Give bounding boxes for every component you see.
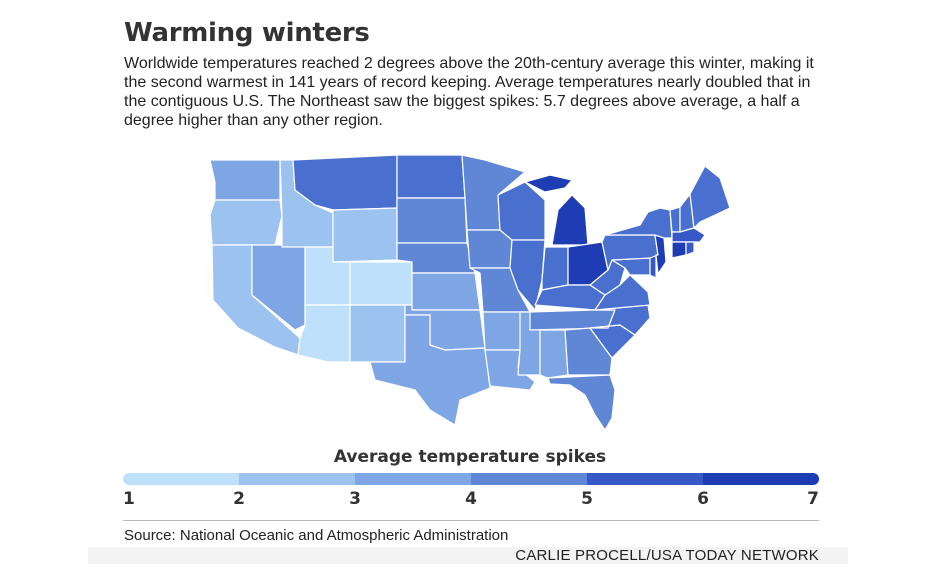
legend-tick-label: 1 bbox=[123, 489, 135, 509]
credit-strip bbox=[88, 547, 848, 564]
legend-swatch bbox=[123, 473, 239, 485]
state-KY bbox=[534, 284, 606, 311]
state-RI bbox=[685, 241, 695, 256]
state-ME bbox=[689, 165, 731, 229]
page-title: Warming winters bbox=[124, 18, 370, 48]
legend-tick-label: 2 bbox=[233, 489, 245, 509]
legend-swatch bbox=[239, 473, 355, 485]
state-ND bbox=[396, 154, 466, 199]
source-note: Source: National Oceanic and Atmospheric… bbox=[124, 527, 509, 544]
state-CO bbox=[349, 261, 413, 306]
legend-title: Average temperature spikes bbox=[333, 447, 607, 467]
divider bbox=[123, 520, 819, 521]
state-DE bbox=[649, 254, 657, 279]
state-GA bbox=[564, 327, 613, 376]
state-AZ bbox=[297, 304, 351, 363]
legend-tick-label: 6 bbox=[697, 489, 709, 509]
state-AL bbox=[539, 329, 569, 379]
state-CT bbox=[671, 241, 687, 259]
legend-color-scale bbox=[123, 473, 819, 485]
state-WI bbox=[497, 181, 546, 241]
credit-line: CARLIE PROCELL/USA TODAY NETWORK bbox=[515, 547, 819, 564]
state-NM bbox=[349, 304, 406, 363]
us-choropleth-map bbox=[209, 154, 731, 431]
legend-swatch bbox=[355, 473, 471, 485]
state-NY bbox=[604, 207, 673, 239]
legend-swatch bbox=[703, 473, 819, 485]
state-TX bbox=[369, 314, 491, 426]
state-KS bbox=[411, 272, 481, 311]
legend-tick-label: 4 bbox=[465, 489, 477, 509]
state-FL bbox=[547, 374, 616, 431]
state-WA bbox=[209, 159, 281, 201]
legend-tick-label: 5 bbox=[581, 489, 593, 509]
legend-tick-label: 3 bbox=[349, 489, 361, 509]
legend-swatch bbox=[471, 473, 587, 485]
state-IA bbox=[466, 229, 513, 269]
state-SD bbox=[396, 197, 468, 244]
legend-tick-label: 7 bbox=[807, 489, 819, 509]
state-IL bbox=[509, 239, 546, 311]
state-MI bbox=[551, 194, 589, 246]
state-WY bbox=[332, 207, 398, 263]
state-MI-upper bbox=[524, 174, 573, 193]
state-IN bbox=[541, 246, 569, 291]
state-OR bbox=[209, 199, 283, 246]
legend-tick-labels: 1 2 3 4 5 6 7 bbox=[123, 489, 819, 511]
state-NC bbox=[589, 304, 651, 336]
state-NJ bbox=[654, 234, 667, 275]
description-text: Worldwide temperatures reached 2 degrees… bbox=[124, 55, 814, 129]
state-AR bbox=[482, 311, 526, 351]
legend-swatch bbox=[587, 473, 703, 485]
state-VT bbox=[669, 206, 681, 233]
